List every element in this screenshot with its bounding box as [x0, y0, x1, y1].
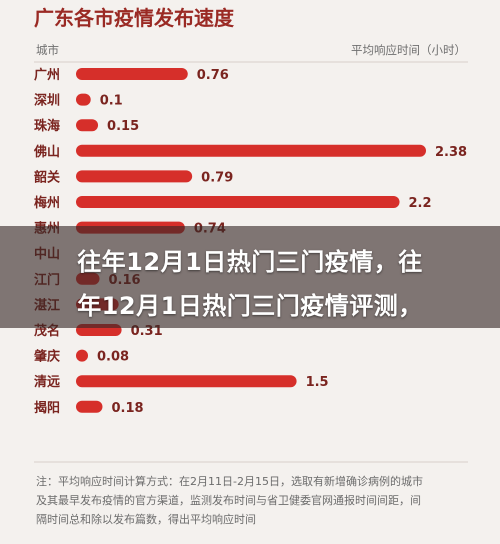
city-label: 肇庆	[33, 349, 60, 365]
city-label: 梅州	[34, 195, 60, 211]
bar-value-label: 2.2	[409, 196, 432, 211]
bar	[76, 400, 103, 413]
city-label: 揭阳	[34, 400, 60, 416]
city-label: 深圳	[34, 93, 60, 109]
x-axis-label: 平均响应时间（小时）	[351, 43, 466, 57]
banner-headline-line-1: 往年12月1日热门三门疫情，往	[77, 248, 423, 276]
city-label: 珠海	[34, 118, 60, 134]
city-label: 佛山	[33, 144, 60, 160]
city-label: 广州	[34, 67, 60, 83]
bar-value-label: 0.79	[201, 170, 233, 185]
bar	[76, 196, 400, 208]
bar	[76, 93, 91, 106]
bar	[76, 68, 188, 80]
bar	[76, 170, 193, 183]
bar-value-label: 0.18	[111, 401, 143, 416]
bar-value-label: 2.38	[435, 145, 467, 160]
footnote-line-2: 及其最早发布疫情的官方渠道，监测发布时间与省卫健委官网通报时间间距，间	[36, 493, 421, 507]
bar-value-label: 0.1	[100, 94, 123, 109]
footnote-line-3: 隔时间总和除以发布篇数，得出平均响应时间	[36, 512, 256, 526]
overlay-banner	[0, 226, 500, 328]
bar	[76, 349, 88, 362]
bar-value-label: 1.5	[306, 375, 329, 390]
city-label: 韶关	[34, 169, 60, 185]
bar-value-label: 0.76	[197, 68, 229, 83]
footnote-line-1: 注：平均响应时间计算方式：在2月11日-2月15日，选取有新增确诊病例的城市	[36, 474, 423, 488]
city-label: 清远	[34, 374, 60, 390]
chart-title: 广东各市疫情发布速度	[34, 6, 235, 30]
bar-value-label: 0.15	[107, 119, 139, 134]
bar	[76, 119, 99, 132]
banner-headline-line-2: 年12月1日热门三门疫情评测，	[77, 292, 423, 320]
y-axis-label: 城市	[36, 43, 59, 57]
bar-value-label: 0.08	[97, 350, 129, 365]
bar	[76, 375, 297, 388]
bar	[76, 144, 426, 157]
